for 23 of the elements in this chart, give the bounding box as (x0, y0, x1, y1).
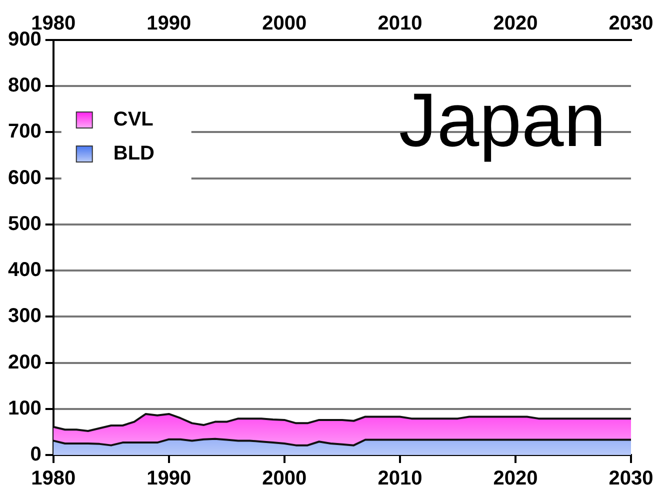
x-tick-label: 2000 (262, 12, 307, 35)
y-tick-label: 600 (8, 166, 42, 189)
x-tick-label: 1990 (146, 12, 192, 35)
x2-tick-label: 2000 (262, 468, 307, 490)
y-tick-label: 200 (8, 351, 42, 374)
annotation: Japan (398, 78, 606, 163)
y-tick-label: 500 (8, 212, 42, 235)
x-tick-label: 2010 (378, 12, 422, 35)
y-tick-label: 0 (30, 444, 42, 466)
y-tick-label: 700 (8, 120, 42, 143)
x2-tick-label: 1990 (146, 468, 192, 490)
legend-label: CVL (113, 108, 154, 131)
x-tick-label: 2030 (608, 12, 654, 35)
x2-tick-label: 1980 (31, 468, 76, 490)
y-tick-label: 400 (8, 259, 42, 282)
y-tick-label: 800 (8, 74, 42, 97)
y-tick-label: 100 (8, 397, 42, 420)
x-tick-label: 2020 (493, 12, 538, 35)
x2-tick-label: 2010 (378, 468, 422, 490)
y-tick-label: 300 (8, 305, 42, 328)
x2-tick-label: 2030 (608, 468, 654, 490)
x2-tick-label: 2020 (493, 468, 538, 490)
legend-label: BLD (113, 142, 154, 165)
